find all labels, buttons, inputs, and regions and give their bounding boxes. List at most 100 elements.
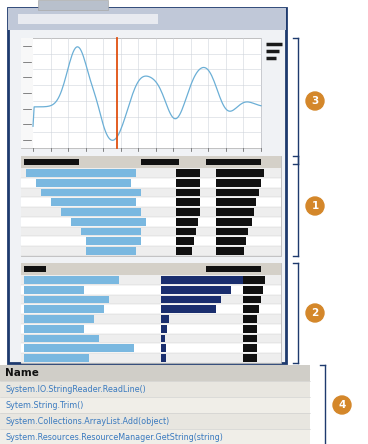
FancyBboxPatch shape — [21, 314, 281, 324]
FancyBboxPatch shape — [243, 305, 259, 313]
FancyBboxPatch shape — [216, 179, 261, 186]
FancyBboxPatch shape — [21, 334, 281, 344]
FancyBboxPatch shape — [243, 345, 257, 352]
FancyBboxPatch shape — [21, 304, 281, 314]
FancyBboxPatch shape — [141, 159, 179, 165]
Text: System.Collections.ArrayList.Add(object): System.Collections.ArrayList.Add(object) — [5, 416, 169, 425]
Text: 2: 2 — [311, 308, 319, 318]
FancyBboxPatch shape — [0, 413, 310, 429]
FancyBboxPatch shape — [161, 345, 166, 352]
FancyBboxPatch shape — [71, 218, 146, 226]
Circle shape — [306, 92, 324, 110]
FancyBboxPatch shape — [21, 178, 281, 187]
FancyBboxPatch shape — [176, 208, 200, 216]
FancyBboxPatch shape — [24, 276, 119, 284]
Text: 1: 1 — [311, 201, 319, 211]
FancyBboxPatch shape — [206, 266, 261, 272]
FancyBboxPatch shape — [24, 325, 84, 333]
FancyBboxPatch shape — [8, 8, 286, 30]
FancyBboxPatch shape — [161, 354, 166, 362]
FancyBboxPatch shape — [24, 354, 89, 362]
FancyBboxPatch shape — [243, 286, 263, 293]
Circle shape — [333, 396, 351, 414]
FancyBboxPatch shape — [21, 197, 281, 207]
FancyBboxPatch shape — [216, 247, 244, 255]
FancyBboxPatch shape — [216, 189, 259, 196]
Text: System.Resources.ResourceManager.GetString(string): System.Resources.ResourceManager.GetStri… — [5, 432, 223, 441]
Text: 3: 3 — [311, 96, 319, 106]
FancyBboxPatch shape — [161, 286, 231, 293]
FancyBboxPatch shape — [176, 189, 200, 196]
FancyBboxPatch shape — [161, 276, 246, 284]
FancyBboxPatch shape — [161, 305, 216, 313]
FancyBboxPatch shape — [216, 238, 246, 245]
FancyBboxPatch shape — [18, 14, 158, 24]
FancyBboxPatch shape — [176, 198, 200, 206]
Text: Sytem.String.Trim(): Sytem.String.Trim() — [5, 400, 84, 409]
FancyBboxPatch shape — [0, 397, 310, 413]
FancyBboxPatch shape — [176, 218, 198, 226]
FancyBboxPatch shape — [21, 344, 281, 353]
FancyBboxPatch shape — [176, 169, 200, 177]
FancyBboxPatch shape — [21, 38, 33, 148]
FancyBboxPatch shape — [61, 208, 141, 216]
FancyBboxPatch shape — [216, 169, 264, 177]
FancyBboxPatch shape — [216, 208, 254, 216]
FancyBboxPatch shape — [21, 237, 281, 246]
FancyBboxPatch shape — [21, 38, 261, 148]
FancyBboxPatch shape — [24, 315, 94, 323]
FancyBboxPatch shape — [176, 179, 200, 186]
FancyBboxPatch shape — [21, 156, 281, 168]
FancyBboxPatch shape — [24, 286, 84, 293]
FancyBboxPatch shape — [21, 246, 281, 256]
FancyBboxPatch shape — [21, 263, 281, 363]
FancyBboxPatch shape — [243, 315, 257, 323]
FancyBboxPatch shape — [21, 217, 281, 227]
FancyBboxPatch shape — [24, 296, 109, 303]
FancyBboxPatch shape — [243, 296, 261, 303]
FancyBboxPatch shape — [0, 429, 310, 444]
FancyBboxPatch shape — [176, 247, 192, 255]
FancyBboxPatch shape — [161, 325, 167, 333]
FancyBboxPatch shape — [206, 159, 261, 165]
Circle shape — [306, 304, 324, 322]
FancyBboxPatch shape — [21, 275, 281, 285]
FancyBboxPatch shape — [24, 305, 104, 313]
FancyBboxPatch shape — [86, 238, 141, 245]
Text: System.IO.StringReader.ReadLine(): System.IO.StringReader.ReadLine() — [5, 385, 146, 393]
FancyBboxPatch shape — [21, 294, 281, 304]
FancyBboxPatch shape — [161, 335, 165, 342]
FancyBboxPatch shape — [243, 354, 257, 362]
Circle shape — [306, 197, 324, 215]
FancyBboxPatch shape — [176, 228, 196, 235]
FancyBboxPatch shape — [24, 345, 134, 352]
FancyBboxPatch shape — [0, 381, 310, 397]
FancyBboxPatch shape — [41, 189, 141, 196]
FancyBboxPatch shape — [21, 324, 281, 334]
FancyBboxPatch shape — [38, 0, 108, 10]
Text: 4: 4 — [338, 400, 346, 410]
FancyBboxPatch shape — [21, 227, 281, 237]
FancyBboxPatch shape — [8, 8, 286, 363]
FancyBboxPatch shape — [24, 266, 46, 272]
Text: Name: Name — [5, 368, 39, 378]
FancyBboxPatch shape — [51, 198, 136, 206]
FancyBboxPatch shape — [21, 285, 281, 294]
FancyBboxPatch shape — [24, 159, 79, 165]
FancyBboxPatch shape — [21, 156, 281, 256]
FancyBboxPatch shape — [26, 169, 136, 177]
FancyBboxPatch shape — [21, 187, 281, 197]
FancyBboxPatch shape — [86, 247, 136, 255]
FancyBboxPatch shape — [243, 325, 257, 333]
FancyBboxPatch shape — [21, 263, 281, 275]
FancyBboxPatch shape — [216, 228, 248, 235]
FancyBboxPatch shape — [36, 179, 131, 186]
FancyBboxPatch shape — [176, 238, 194, 245]
FancyBboxPatch shape — [21, 353, 281, 363]
FancyBboxPatch shape — [24, 335, 99, 342]
FancyBboxPatch shape — [243, 276, 265, 284]
FancyBboxPatch shape — [81, 228, 141, 235]
FancyBboxPatch shape — [0, 365, 310, 381]
FancyBboxPatch shape — [161, 296, 221, 303]
FancyBboxPatch shape — [21, 168, 281, 178]
